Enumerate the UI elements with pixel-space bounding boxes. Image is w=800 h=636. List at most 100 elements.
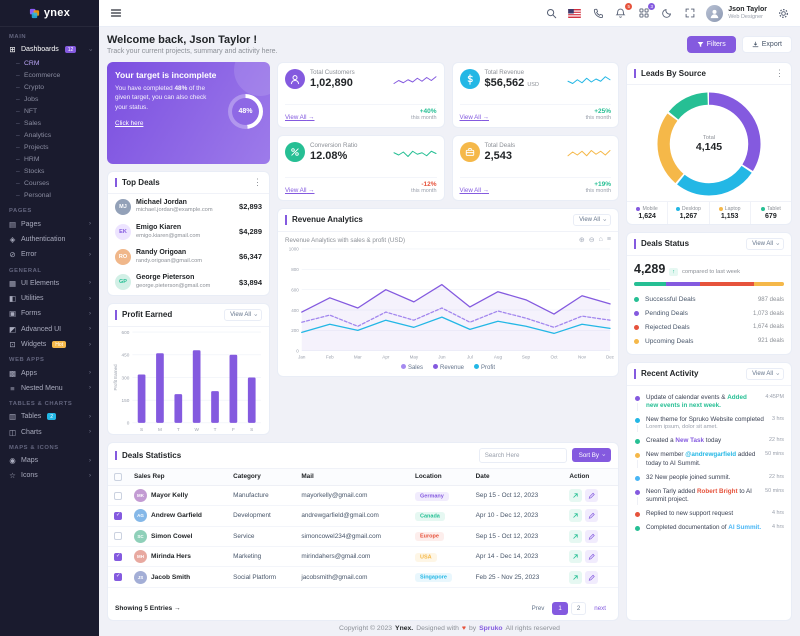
sidebar-item-pages[interactable]: ▤ Pages [0,216,99,231]
view-all-dropdown[interactable]: View All [746,368,784,381]
search-input[interactable] [478,447,567,463]
user-profile[interactable]: Json Taylor Web Designer [706,4,767,22]
notifications-bell-icon[interactable]: 5 [614,2,633,20]
sidebar-item-charts[interactable]: ◫ Charts [0,425,99,440]
sidebar-subitem-projects[interactable]: Projects [0,141,99,153]
stats-action-button[interactable] [569,509,583,523]
table-row[interactable]: MK Mayor Kelly Manufacture mayorkelly@gma… [108,485,618,507]
column-header[interactable]: Action [563,468,618,486]
sidebar-item-nested-menu[interactable]: ≡ Nested Menu [0,381,99,396]
activity-item[interactable]: Completed documentation of AI Summit. 4 … [634,522,784,536]
view-all-link[interactable]: View All [285,114,314,121]
sidebar-item-apps[interactable]: ▩ Apps [0,365,99,380]
view-all-dropdown[interactable]: View All [573,214,611,226]
table-row[interactable]: SC Simon Cowel Service simoncowel234@gmai… [108,526,618,547]
language-flag-icon[interactable] [568,7,582,20]
list-item[interactable]: RO Randy Origoan randy.origoan@gmail.com … [108,244,269,269]
hamburger-menu-icon[interactable] [109,7,122,20]
sidebar-subitem-crm[interactable]: CRM [0,57,99,69]
sidebar-subitem-ecommerce[interactable]: Ecommerce [0,69,99,81]
sidebar-item-utilities[interactable]: ◧ Utilities [0,291,99,306]
sidebar-subitem-sales[interactable]: Sales [0,117,99,129]
edit-action-button[interactable] [585,529,599,543]
sidebar-subitem-nft[interactable]: NFT [0,105,99,117]
stats-action-button[interactable] [569,570,583,584]
sidebar-item-authentication[interactable]: ◈ Authentication [0,232,99,247]
mail-cell: simoncowel234@gmail.com [295,526,409,547]
sidebar-subitem-personal[interactable]: Personal [0,189,99,201]
apps-grid-icon[interactable]: 3 [637,2,656,20]
page-1-button[interactable]: 1 [552,602,568,615]
showing-entries-link[interactable]: Showing 5 Entries [115,605,181,612]
column-header[interactable]: Location [409,468,470,486]
activity-item[interactable]: Created a New Task today 22 hrs [634,435,784,449]
app-logo[interactable]: ynex [0,0,99,27]
view-all-dropdown[interactable]: View All [746,238,784,250]
activity-item[interactable]: New theme for Spruko Website completed L… [634,413,784,434]
row-checkbox[interactable] [114,552,122,561]
list-item[interactable]: EK Emigo Kiaren emigo.kiaren@gmail.com $4… [108,219,269,244]
export-button[interactable]: Export [741,36,792,53]
column-header[interactable]: Mail [295,468,409,486]
sidebar-subitem-courses[interactable]: Courses [0,177,99,189]
sidebar-item-maps[interactable]: ◉ Maps [0,453,99,468]
prev-page-button[interactable]: Prev [531,605,545,612]
activity-item[interactable]: 32 New people joined summit. 22 hrs [634,471,784,485]
sidebar-subitem-hrm[interactable]: HRM [0,153,99,165]
settings-gear-icon[interactable] [777,7,790,20]
page-2-button[interactable]: 2 [570,602,587,615]
edit-action-button[interactable] [585,550,599,564]
sidebar-subitem-crypto[interactable]: Crypto [0,81,99,93]
sidebar-subitem-jobs[interactable]: Jobs [0,93,99,105]
table-row[interactable]: JS Jacob Smith Social Platform jacobsmith… [108,566,618,588]
fullscreen-icon[interactable] [683,7,696,20]
row-checkbox[interactable] [114,532,122,541]
view-all-link[interactable]: View All [285,187,314,194]
designer-link[interactable]: Spruko [479,625,503,632]
dark-mode-moon-icon[interactable] [660,7,673,20]
filters-button[interactable]: Filters [686,36,736,53]
search-icon[interactable] [545,7,558,20]
phone-icon[interactable] [591,7,604,20]
list-item[interactable]: MJ Michael Jordan michael.jordan@example.… [108,194,269,219]
row-checkbox[interactable] [114,491,122,500]
select-all-checkbox[interactable] [114,472,122,481]
column-header[interactable]: Category [227,468,296,486]
sidebar-item-ui-elements[interactable]: ▦ UI Elements [0,276,99,291]
sidebar-subitem-analytics[interactable]: Analytics [0,129,99,141]
edit-action-button[interactable] [585,489,599,503]
sidebar-item-advanced-ui[interactable]: ◩ Advanced UI [0,322,99,337]
activity-item[interactable]: New member @andrewgarfield added today t… [634,449,784,471]
list-item[interactable]: GP George Pieterson george.pieterson@gmai… [108,270,269,295]
stats-action-button[interactable] [569,529,583,543]
sidebar-subitem-stocks[interactable]: Stocks [0,165,99,177]
sidebar-item-error[interactable]: ⊘ Error [0,247,99,262]
stats-action-button[interactable] [569,550,583,564]
chart-toolbar[interactable]: ⊕ ⊖ ⌂ ≡ [579,236,611,244]
activity-item[interactable]: Neon Tarly added Robert Bright to AI sum… [634,485,784,507]
sidebar-item-icons[interactable]: ☆ Icons [0,468,99,483]
column-header[interactable]: Sales Rep [128,468,228,486]
sidebar-item-dashboards[interactable]: ⊞ Dashboards 12 [0,42,99,57]
sidebar-item-forms[interactable]: ▣ Forms [0,306,99,321]
row-checkbox[interactable] [114,511,122,520]
activity-item[interactable]: Replied to new support request 4 hrs [634,507,784,521]
kebab-menu-icon[interactable] [775,68,784,79]
table-row[interactable]: MH Mirinda Hers Marketing mirindahers@gma… [108,546,618,568]
kebab-menu-icon[interactable] [253,177,262,188]
next-page-button[interactable]: next [594,605,606,612]
view-all-dropdown[interactable]: View All [224,308,262,321]
sidebar-item-tables[interactable]: ▥ Tables 2 [0,409,99,424]
edit-action-button[interactable] [585,509,599,523]
click-here-link[interactable]: Click here [115,119,144,127]
column-header[interactable]: Date [469,468,564,486]
stats-action-button[interactable] [569,489,583,503]
view-all-link[interactable]: View All [460,114,489,121]
row-checkbox[interactable] [114,573,122,582]
sidebar-item-widgets[interactable]: ⊡ Widgets Hot [0,337,99,352]
table-row[interactable]: AG Andrew Garfield Development andrewgarf… [108,505,618,527]
view-all-link[interactable]: View All [460,187,489,194]
sort-by-button[interactable]: Sort By [571,448,611,463]
activity-item[interactable]: Update of calendar events & Added new ev… [634,391,784,413]
edit-action-button[interactable] [585,570,599,584]
